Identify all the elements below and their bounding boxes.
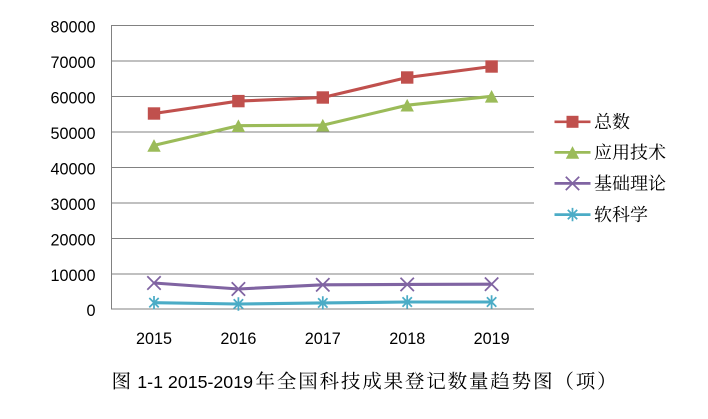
svg-text:10000: 10000 xyxy=(50,267,95,285)
svg-text:2018: 2018 xyxy=(389,330,425,348)
svg-text:50000: 50000 xyxy=(50,125,95,143)
svg-text:70000: 70000 xyxy=(50,54,95,72)
svg-text:40000: 40000 xyxy=(50,160,95,178)
svg-text:2016: 2016 xyxy=(220,330,256,348)
svg-text:2019: 2019 xyxy=(474,330,510,348)
svg-text:60000: 60000 xyxy=(50,90,95,108)
svg-text:2015: 2015 xyxy=(136,330,172,348)
svg-text:1-1 2015-2019: 1-1 2015-2019 xyxy=(137,372,253,392)
svg-text:2017: 2017 xyxy=(305,330,341,348)
svg-text:0: 0 xyxy=(86,302,95,320)
svg-text:20000: 20000 xyxy=(50,231,95,249)
svg-text:30000: 30000 xyxy=(50,196,95,214)
svg-text:80000: 80000 xyxy=(50,19,95,37)
